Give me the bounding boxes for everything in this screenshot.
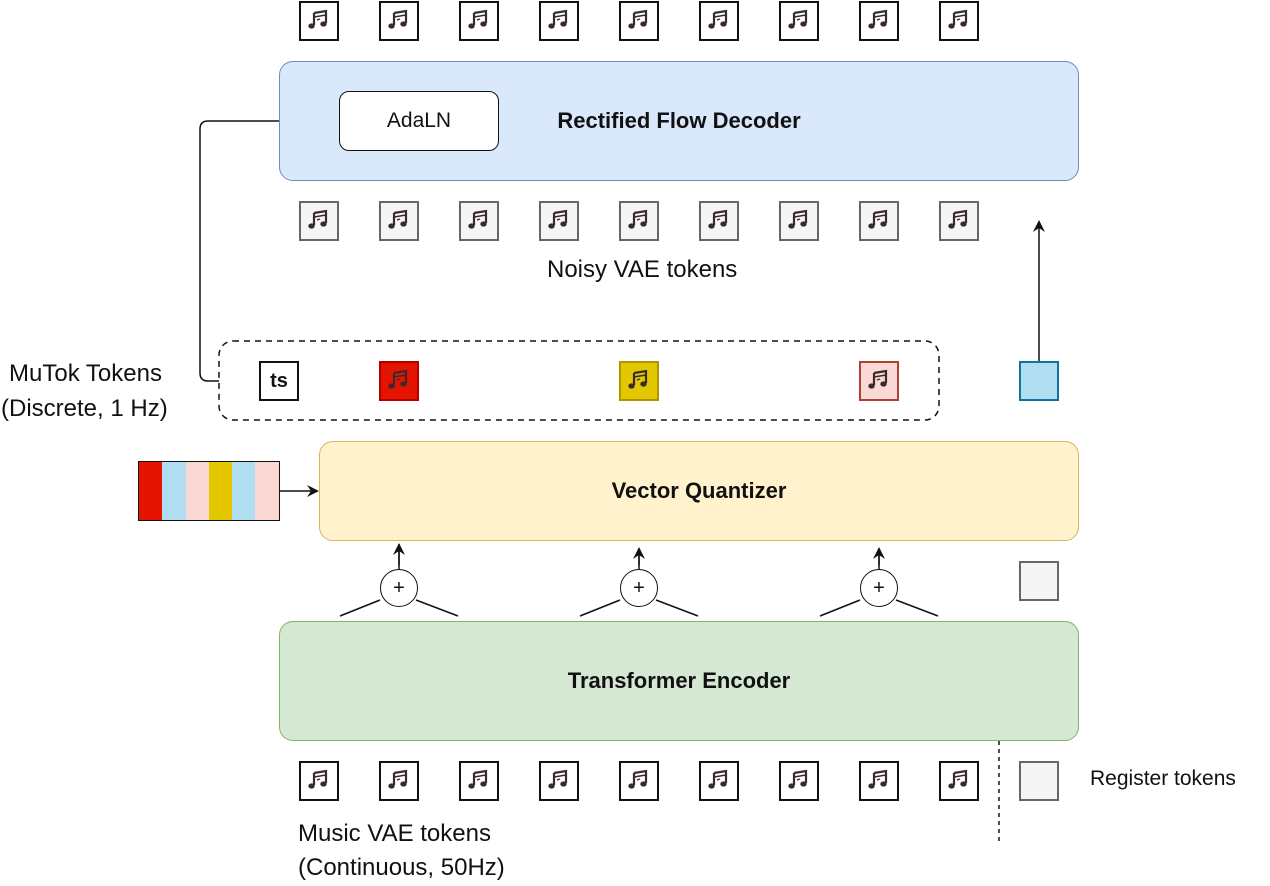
music-note-icon bbox=[308, 9, 328, 29]
music-note-icon bbox=[308, 209, 328, 229]
vq-label: Vector Quantizer bbox=[611, 478, 787, 503]
music-vae-token-6 bbox=[699, 761, 739, 801]
timestep-token: ts bbox=[259, 361, 299, 401]
music-note-icon bbox=[788, 769, 808, 789]
output-token-8 bbox=[859, 1, 899, 41]
noisy-token-6 bbox=[699, 201, 739, 241]
output-token-1 bbox=[299, 1, 339, 41]
noisy-token-1 bbox=[299, 201, 339, 241]
music-vae-token-9 bbox=[939, 761, 979, 801]
mutok-label-line1: MuTok Tokens bbox=[9, 360, 162, 387]
noisy-token-4 bbox=[539, 201, 579, 241]
codebook-entry bbox=[255, 462, 279, 520]
music-note-icon bbox=[308, 769, 328, 789]
transformer-encoder: Transformer Encoder bbox=[279, 621, 1079, 741]
noisy-token-7 bbox=[779, 201, 819, 241]
register-output-token bbox=[1019, 361, 1059, 401]
register-tokens-label: Register tokens bbox=[1090, 767, 1236, 790]
codebook-entry bbox=[139, 462, 163, 520]
music-note-icon bbox=[468, 9, 488, 29]
codebook-entry bbox=[162, 462, 186, 520]
sum-node-1: + bbox=[380, 569, 418, 607]
mutok-token-1 bbox=[379, 361, 419, 401]
music-vae-token-1 bbox=[299, 761, 339, 801]
music-note-icon bbox=[468, 769, 488, 789]
music-vae-token-8 bbox=[859, 761, 899, 801]
music-note-icon bbox=[468, 209, 488, 229]
mutok-to-adaln-arrow bbox=[199, 115, 338, 382]
music-note-icon bbox=[868, 209, 888, 229]
codebook-entry bbox=[185, 462, 209, 520]
music-note-icon bbox=[788, 209, 808, 229]
output-token-6 bbox=[699, 1, 739, 41]
codebook bbox=[138, 461, 280, 521]
mutok-token-3 bbox=[859, 361, 899, 401]
music-note-icon bbox=[868, 769, 888, 789]
encoder-label: Transformer Encoder bbox=[567, 668, 791, 693]
adaln-box: AdaLN bbox=[339, 91, 499, 151]
codebook-entry bbox=[232, 462, 256, 520]
music-note-icon bbox=[788, 9, 808, 29]
output-token-5 bbox=[619, 1, 659, 41]
codebook-entry bbox=[208, 462, 233, 520]
noisy-token-8 bbox=[859, 201, 899, 241]
music-note-icon bbox=[628, 769, 648, 789]
output-token-3 bbox=[459, 1, 499, 41]
music-vae-token-7 bbox=[779, 761, 819, 801]
music-note-icon bbox=[948, 209, 968, 229]
music-note-icon bbox=[388, 9, 408, 29]
music-note-icon bbox=[388, 369, 408, 389]
music-note-icon bbox=[628, 209, 648, 229]
mutok-group-box bbox=[218, 340, 940, 421]
aggregator-lines bbox=[339, 543, 939, 617]
sum-node-3: + bbox=[860, 569, 898, 607]
music-note-icon bbox=[948, 9, 968, 29]
noisy-token-5 bbox=[619, 201, 659, 241]
music-vae-token-2 bbox=[379, 761, 419, 801]
music-vae-label-line1: Music VAE tokens bbox=[298, 820, 491, 847]
register-token-top bbox=[1019, 561, 1059, 601]
music-note-icon bbox=[628, 9, 648, 29]
music-note-icon bbox=[708, 9, 728, 29]
music-vae-token-5 bbox=[619, 761, 659, 801]
music-note-icon bbox=[708, 209, 728, 229]
music-note-icon bbox=[948, 769, 968, 789]
decoder-label: Rectified Flow Decoder bbox=[557, 108, 801, 133]
output-token-4 bbox=[539, 1, 579, 41]
music-note-icon bbox=[628, 369, 648, 389]
music-vae-label-line2: (Continuous, 50Hz) bbox=[298, 854, 505, 881]
music-note-icon bbox=[548, 9, 568, 29]
mutok-token-2 bbox=[619, 361, 659, 401]
noisy-tokens-label: Noisy VAE tokens bbox=[547, 256, 738, 283]
noisy-token-9 bbox=[939, 201, 979, 241]
noisy-token-3 bbox=[459, 201, 499, 241]
music-note-icon bbox=[388, 769, 408, 789]
music-note-icon bbox=[708, 769, 728, 789]
music-note-icon bbox=[868, 369, 888, 389]
music-note-icon bbox=[548, 769, 568, 789]
music-vae-token-4 bbox=[539, 761, 579, 801]
noisy-token-2 bbox=[379, 201, 419, 241]
music-note-icon bbox=[388, 209, 408, 229]
music-note-icon bbox=[868, 9, 888, 29]
register-token-input bbox=[1019, 761, 1059, 801]
output-token-9 bbox=[939, 1, 979, 41]
output-token-2 bbox=[379, 1, 419, 41]
vector-quantizer: Vector Quantizer bbox=[319, 441, 1079, 541]
mutok-label-line2: (Discrete, 1 Hz) bbox=[1, 395, 168, 422]
sum-node-2: + bbox=[620, 569, 658, 607]
output-token-7 bbox=[779, 1, 819, 41]
music-vae-token-3 bbox=[459, 761, 499, 801]
music-note-icon bbox=[548, 209, 568, 229]
